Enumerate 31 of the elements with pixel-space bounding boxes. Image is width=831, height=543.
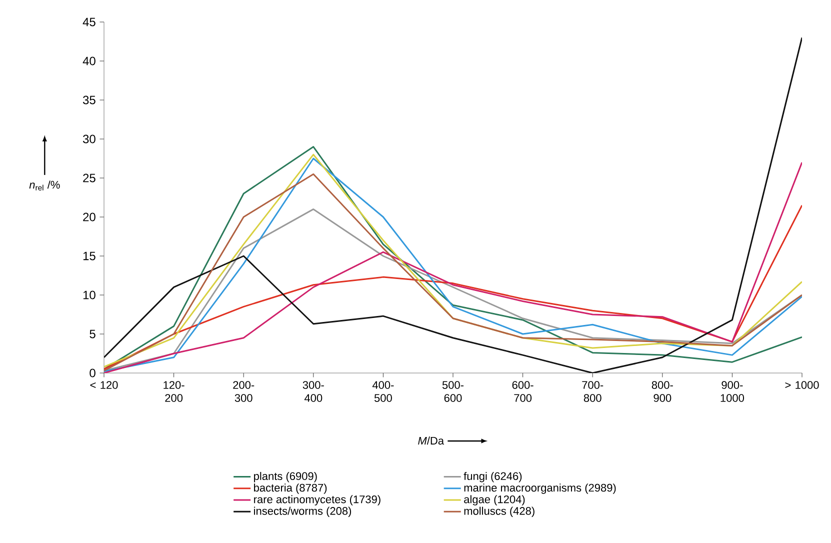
x-tick-label: 300-400 <box>302 381 324 402</box>
legend-label: plants (6909) <box>254 472 317 482</box>
legend-label: rare actinomycetes (1739) <box>254 495 380 506</box>
y-tick-label: 20 <box>83 212 96 222</box>
x-tick-label: < 120 <box>90 381 118 389</box>
y-tick-label: 10 <box>83 290 96 300</box>
y-tick-label: 0 <box>90 368 96 378</box>
y-tick-label: 35 <box>82 96 96 104</box>
legend-label: bacteria (8787) <box>254 484 327 494</box>
legend-label: marine macroorganisms (2989) <box>464 484 616 494</box>
legend-label: insects/worms (208) <box>254 506 352 518</box>
legend-label: algae (1204) <box>464 495 525 506</box>
y-tick-label: 45 <box>82 18 96 26</box>
y-axis-title: n$_{rel}$ /% <box>29 180 60 190</box>
x-axis-title: M/Da <box>418 436 444 445</box>
y-tick-label: 25 <box>83 174 96 182</box>
legend-label: fungi (6246) <box>464 472 522 482</box>
x-tick-label: 700-800 <box>582 381 604 402</box>
y-tick-label: 30 <box>82 134 96 144</box>
x-tick-label: 120-200 <box>164 381 184 402</box>
x-tick-label: 800-900 <box>652 381 673 402</box>
legend-label: molluscs (428) <box>464 506 534 518</box>
y-tick-label: 40 <box>82 56 96 66</box>
x-tick-label: 600-700 <box>512 381 534 402</box>
y-tick-label: 5 <box>90 330 96 338</box>
x-tick-label: 500-600 <box>442 381 464 402</box>
x-tick-label: 200-300 <box>233 381 254 402</box>
x-tick-label: 400-500 <box>372 381 394 402</box>
x-tick-label: > 1000 <box>785 381 819 389</box>
y-tick-label: 15 <box>83 252 96 260</box>
x-tick-label: 900-1000 <box>720 381 744 402</box>
